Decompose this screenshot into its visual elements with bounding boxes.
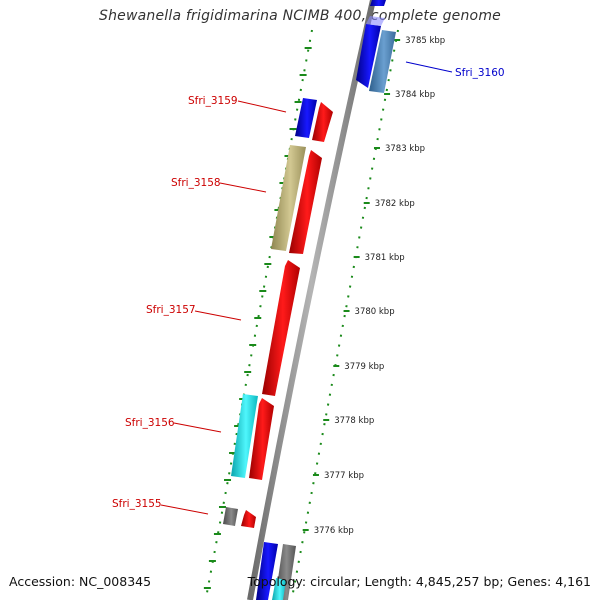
topology-text: Topology: circular; Length: 4,845,257 bp… [247, 574, 591, 589]
gene-labels: Sfri_3160 Sfri_3159 Sfri_3158 Sfri_3157 … [112, 61, 505, 515]
leader-line-sfri-3156 [173, 422, 222, 433]
tick-label: 3781 kbp [365, 253, 405, 263]
gene-cap-3160 [366, 16, 385, 26]
gene-arrow-sfri-3156-cyan [231, 394, 258, 478]
gene-arrow-sfri-3159-blue [295, 98, 317, 138]
gene-arrow-sfri-3157-red [262, 260, 300, 396]
tick-label: 3782 kbp [375, 199, 415, 209]
gene-features [223, 0, 396, 600]
gene-label-sfri-3157[interactable]: Sfri_3157 [146, 304, 196, 316]
tick-label: 3785 kbp [405, 36, 445, 46]
gene-arrow-sfri-3155-gray [223, 507, 238, 526]
tick-label: 3776 kbp [314, 526, 354, 536]
gene-label-sfri-3159[interactable]: Sfri_3159 [188, 95, 238, 107]
genome-backbone [247, 0, 376, 600]
tick-label: 3784 kbp [395, 90, 435, 100]
right-dotted-guide [291, 29, 399, 599]
gene-arrow-sfri-3158-red [289, 150, 322, 254]
gene-label-sfri-3158[interactable]: Sfri_3158 [171, 177, 221, 189]
leader-line-sfri-3157 [194, 310, 242, 321]
gene-label-sfri-3155[interactable]: Sfri_3155 [112, 498, 162, 510]
gene-label-sfri-3156[interactable]: Sfri_3156 [125, 417, 175, 429]
accession-text: Accession: NC_008345 [9, 574, 152, 589]
gene-label-sfri-3160[interactable]: Sfri_3160 [455, 67, 505, 79]
tick-label: 3780 kbp [355, 307, 395, 317]
leader-line-sfri-3158 [219, 182, 267, 193]
tick-label: 3778 kbp [334, 416, 374, 426]
gene-arrow-bottom-cyan [272, 578, 286, 600]
tick-labels: 3785 kbp 3784 kbp 3783 kbp 3782 kbp 3781 kbp… [314, 36, 446, 536]
leader-line-sfri-3160 [405, 61, 453, 73]
gene-arrow-sfri-3159-red [312, 102, 333, 142]
left-minor-ticks [203, 47, 312, 589]
leader-line-sfri-3155 [160, 504, 209, 515]
gene-arrow-bottom-blue [256, 542, 278, 600]
tick-label: 3783 kbp [385, 144, 425, 154]
page-title: Shewanella frigidimarina NCIMB 400, comp… [99, 8, 501, 24]
leader-line-sfri-3159 [237, 100, 287, 113]
gene-arrow-sfri-3160-steel [369, 30, 396, 93]
gene-arrow-sfri-3155-red [241, 510, 256, 528]
gene-arrow-sfri-3158-khaki [271, 145, 306, 251]
tick-label: 3777 kbp [324, 471, 364, 481]
gene-arrow-top-1 [370, 0, 386, 6]
gene-arrow-sfri-3156-red [249, 398, 274, 480]
left-dotted-guide [205, 29, 313, 599]
tick-label: 3779 kbp [344, 362, 384, 372]
right-major-ticks [302, 39, 401, 531]
gene-arrow-sfri-3160 [356, 24, 381, 88]
